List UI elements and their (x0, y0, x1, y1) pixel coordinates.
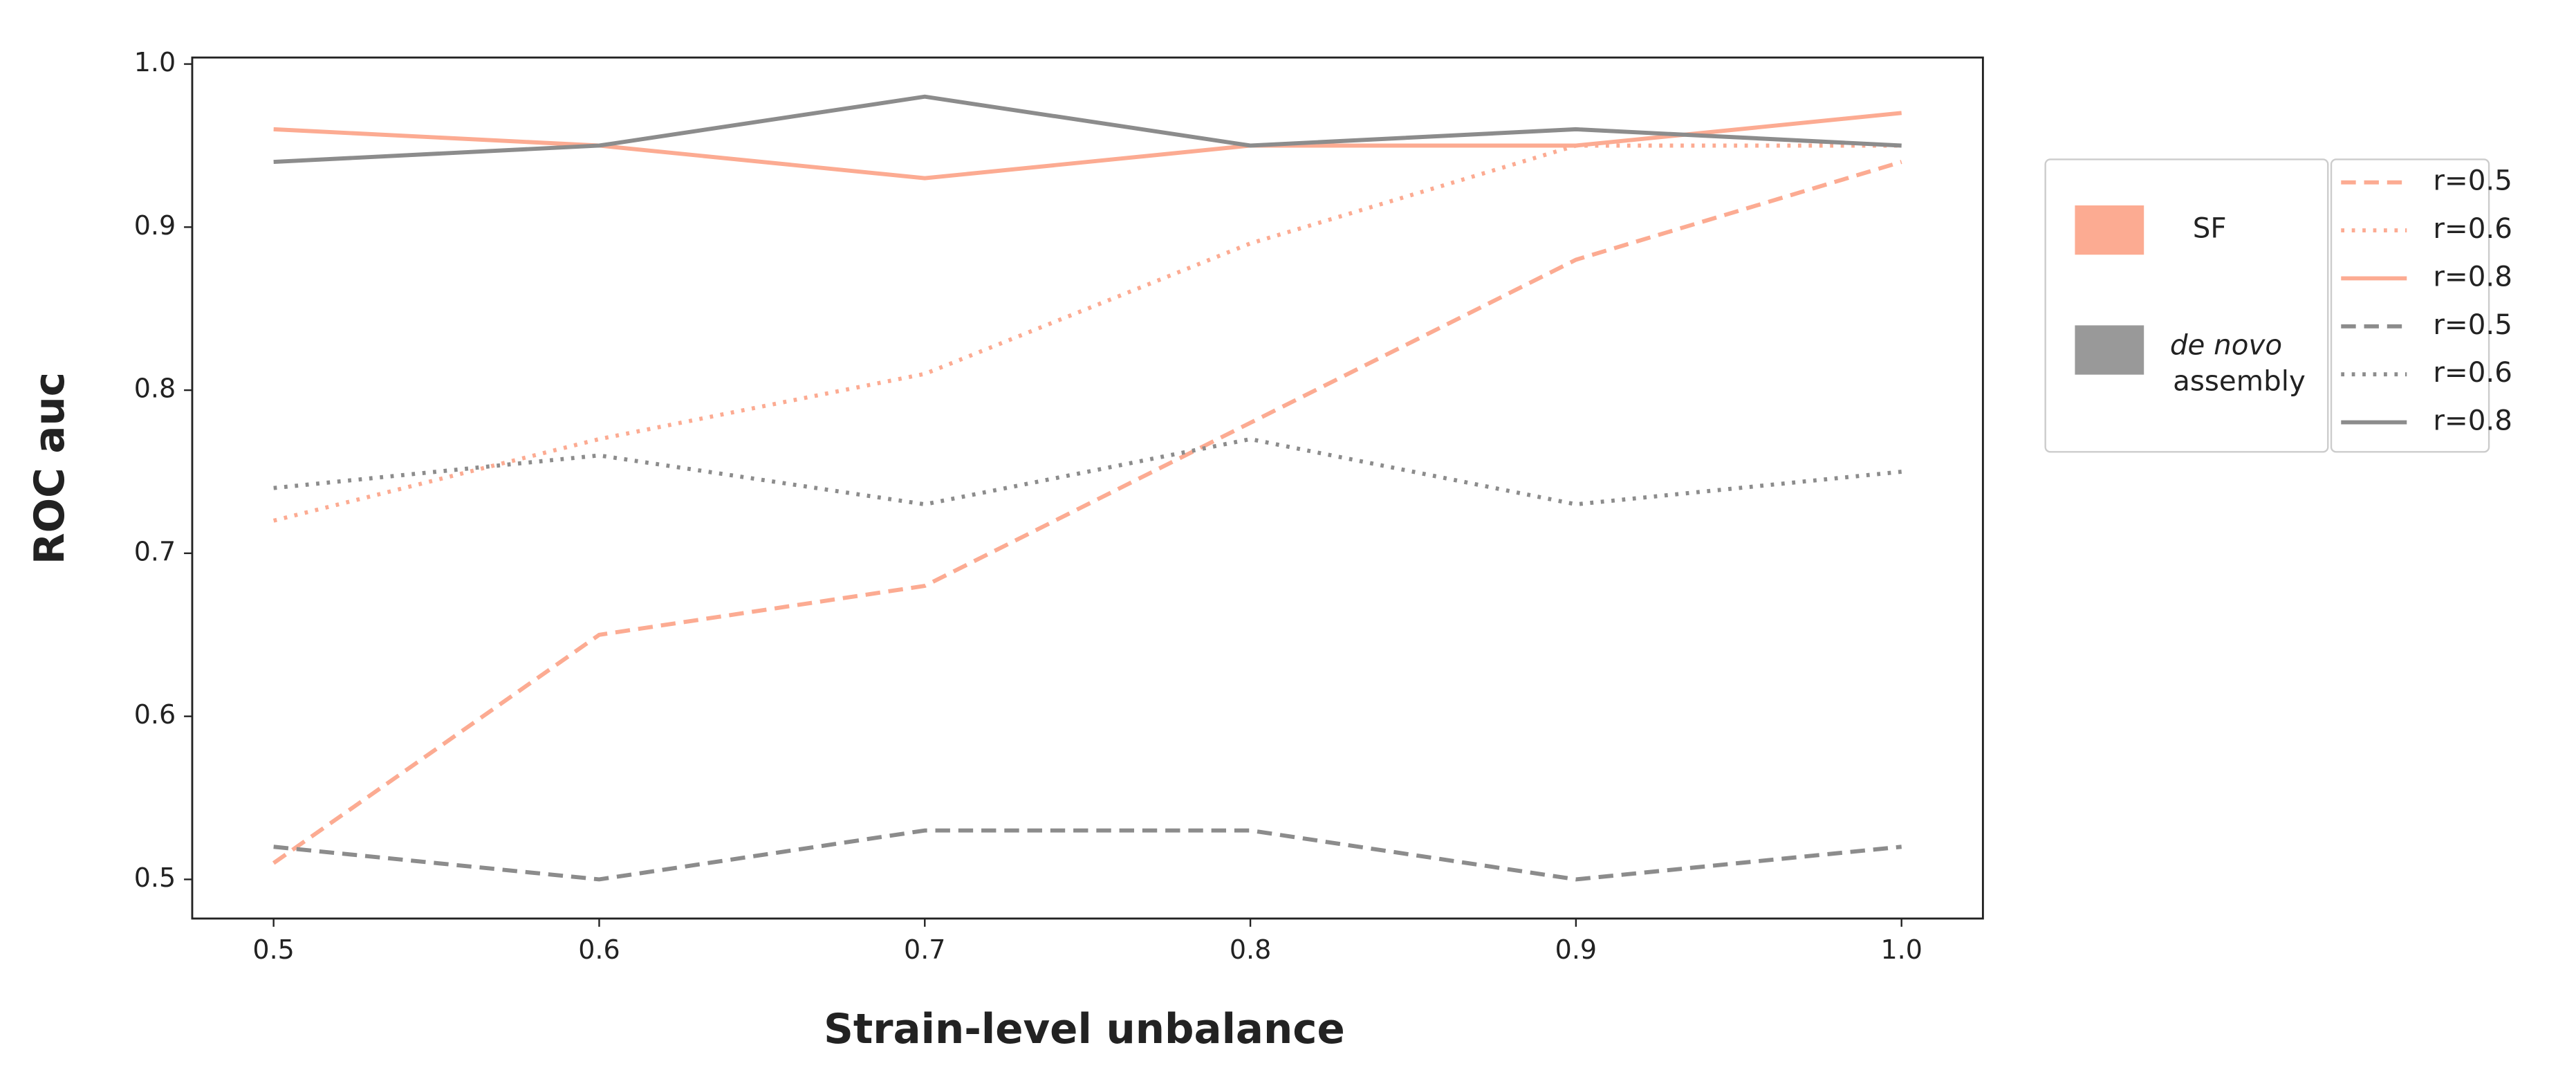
x-tick-label: 0.5 (252, 934, 294, 965)
legend-label: r=0.6 (2433, 212, 2512, 245)
legend-patch (2075, 205, 2144, 255)
legend-label: r=0.8 (2433, 260, 2512, 293)
series-line (273, 111, 1902, 181)
series-line (273, 828, 1902, 882)
y-tick-label: 1.0 (134, 47, 176, 77)
x-tick-label: 1.0 (1880, 934, 1922, 965)
plot-frame (191, 56, 1984, 920)
series-line (272, 143, 1902, 523)
x-tick-label: 0.8 (1230, 934, 1271, 965)
group-legend-box (2044, 158, 2329, 453)
series-line (273, 436, 1902, 507)
legend-label: r=0.5 (2433, 308, 2512, 341)
y-tick-label: 0.9 (134, 210, 176, 241)
legend-label: SF (2193, 212, 2227, 245)
y-tick-label: 0.7 (134, 536, 176, 566)
legend-label: r=0.6 (2433, 356, 2512, 389)
y-tick-label: 0.8 (134, 374, 176, 404)
series-line (272, 160, 1902, 865)
legend-patch (2075, 325, 2144, 375)
y-tick-label: 0.6 (134, 699, 176, 730)
x-tick-label: 0.7 (904, 934, 945, 965)
legend-label: r=0.8 (2433, 405, 2512, 437)
style-legend-box (2330, 158, 2490, 453)
series-line (273, 94, 1902, 165)
legend-label: de novo (2170, 329, 2282, 361)
legend-label: r=0.5 (2433, 165, 2512, 197)
legend-label: assembly (2173, 365, 2306, 398)
y-tick-label: 0.5 (134, 863, 176, 893)
x-axis-label: Strain-level unbalance (824, 1006, 1345, 1053)
x-tick-label: 0.6 (578, 934, 620, 965)
x-tick-label: 0.9 (1555, 934, 1597, 965)
y-axis-label: ROC auc (26, 372, 74, 564)
